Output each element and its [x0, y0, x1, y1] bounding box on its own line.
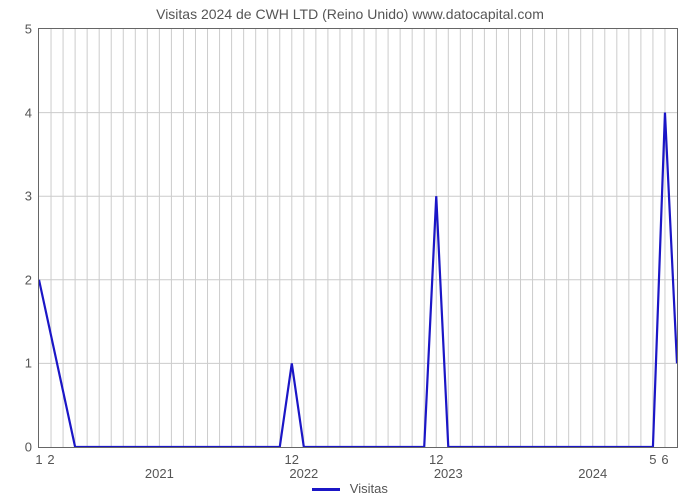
- plot-area: [38, 28, 678, 448]
- x-tick-label: 6: [661, 452, 668, 467]
- x-tick-label: 12: [429, 452, 443, 467]
- plot-svg: [39, 29, 677, 447]
- legend-label: Visitas: [350, 481, 388, 496]
- y-tick-label: 0: [12, 440, 32, 455]
- legend: Visitas: [0, 481, 700, 496]
- x-tick-label: 12: [285, 452, 299, 467]
- chart-title: Visitas 2024 de CWH LTD (Reino Unido) ww…: [0, 6, 700, 22]
- x-year-label: 2024: [578, 466, 607, 481]
- x-tick-label: 2: [47, 452, 54, 467]
- y-tick-label: 1: [12, 356, 32, 371]
- x-tick-label: 1: [35, 452, 42, 467]
- x-year-label: 2021: [145, 466, 174, 481]
- y-tick-label: 2: [12, 272, 32, 287]
- y-tick-label: 5: [12, 22, 32, 37]
- x-tick-label: 5: [649, 452, 656, 467]
- x-year-label: 2023: [434, 466, 463, 481]
- chart-container: Visitas 2024 de CWH LTD (Reino Unido) ww…: [0, 0, 700, 500]
- x-year-label: 2022: [289, 466, 318, 481]
- legend-swatch: [312, 488, 340, 491]
- y-tick-label: 3: [12, 189, 32, 204]
- y-tick-label: 4: [12, 105, 32, 120]
